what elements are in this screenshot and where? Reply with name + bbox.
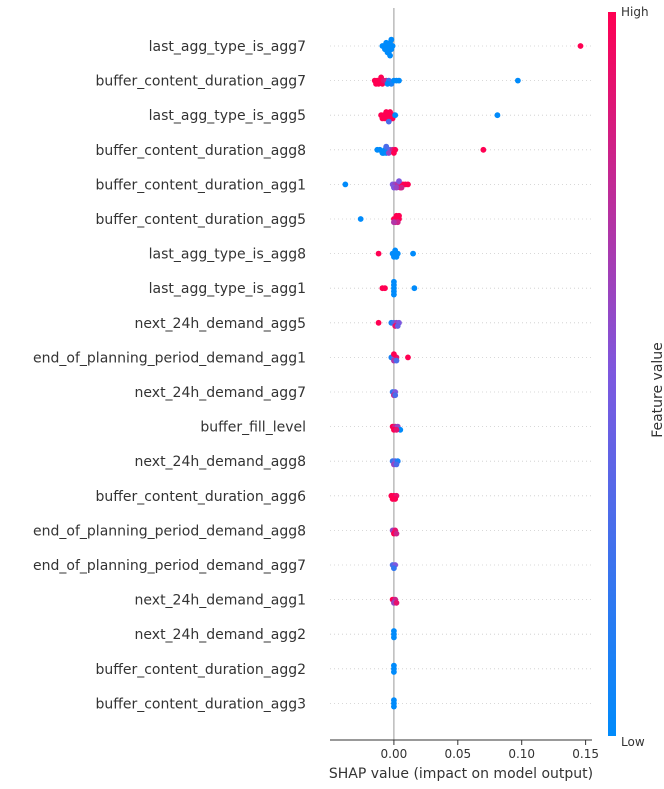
shap-point [577,43,584,49]
shap-point [396,178,402,185]
shap-point [391,697,397,704]
feature-label: buffer_content_duration_agg2 [95,662,306,678]
shap-point [388,36,395,43]
shap-point [383,143,390,150]
feature-label: buffer_content_duration_agg7 [95,74,306,90]
shap-point [375,80,382,87]
feature-label: last_agg_type_is_agg5 [149,108,306,124]
feature-label: buffer_content_duration_agg3 [95,696,306,712]
shap-point [391,662,397,669]
feature-labels: last_agg_type_is_agg7 buffer_content_dura… [33,39,306,712]
feature-label: last_agg_type_is_agg8 [149,247,306,263]
shap-point [393,530,400,537]
shap-point [480,146,487,153]
feature-label: next_24h_demand_agg1 [135,593,306,609]
shap-point [383,39,390,46]
feature-label: next_24h_demand_agg5 [135,316,306,332]
shap-point [392,496,399,502]
shap-point [385,150,392,156]
feature-label: next_24h_demand_agg8 [135,454,306,470]
shap-point [391,351,397,358]
colorbar-low-label: Low [621,735,645,749]
shap-point [391,703,397,710]
colorbar-gradient [608,12,616,736]
shap-point [393,426,400,433]
shap-point [398,184,405,191]
shap-point [393,253,400,260]
shap-points [342,36,584,710]
x-tick-label: 0.00 [381,747,408,761]
shap-point [494,112,501,119]
x-tick-label: 0.15 [572,747,599,761]
feature-label: end_of_planning_period_demand_agg1 [33,350,306,366]
x-tick-label: 0.10 [508,747,535,761]
feature-label: next_24h_demand_agg2 [135,627,306,643]
x-axis-title: SHAP value (impact on model output) [329,766,593,782]
feature-label: buffer_content_duration_agg1 [95,177,306,193]
x-axis: 0.00 0.05 0.10 0.15 [330,739,599,761]
shap-point [392,392,399,399]
shap-point [393,599,400,606]
shap-point [391,219,397,226]
feature-label: last_agg_type_is_agg1 [149,281,306,297]
shap-point [391,628,397,634]
x-tick-label: 0.05 [444,747,471,761]
feature-label: end_of_planning_period_demand_agg7 [33,558,306,574]
shap-point [393,184,400,191]
colorbar: High Low Feature value [608,5,664,749]
shap-point [393,461,400,468]
shap-point [411,285,418,292]
feature-label: last_agg_type_is_agg7 [149,39,306,55]
shap-point [384,80,391,87]
shap-point [382,285,388,292]
shap-point [391,291,397,298]
feature-label: buffer_fill_level [200,420,306,436]
shap-point [405,354,411,361]
shap-point [410,250,416,257]
shap-point [387,52,393,59]
shap-point [391,669,397,675]
shap-point [396,212,402,219]
feature-label: buffer_content_duration_agg6 [95,489,306,505]
shap-point [393,357,400,364]
feature-label: buffer_content_duration_agg8 [95,143,306,159]
shap-point [357,216,364,222]
row-gridlines [330,45,592,704]
shap-point [405,181,411,188]
shap-point [394,323,401,329]
colorbar-high-label: High [621,5,649,19]
shap-point [391,565,397,572]
shap-point [385,118,392,125]
shap-point [392,112,399,119]
feature-label: end_of_planning_period_demand_agg8 [33,523,306,539]
shap-point [396,77,402,84]
feature-label: next_24h_demand_agg7 [135,385,306,401]
shap-point [389,43,396,49]
shap-point [375,250,382,257]
colorbar-title: Feature value [650,342,664,438]
shap-point [379,43,386,49]
shap-point [391,634,397,641]
feature-label: buffer_content_duration_agg5 [95,212,306,228]
shap-point [342,181,349,188]
shap-point [391,150,397,156]
shap-point [514,77,521,84]
shap-point [383,109,390,115]
shap-point [391,278,397,285]
shap-point [375,319,382,326]
shap-point [392,247,399,254]
